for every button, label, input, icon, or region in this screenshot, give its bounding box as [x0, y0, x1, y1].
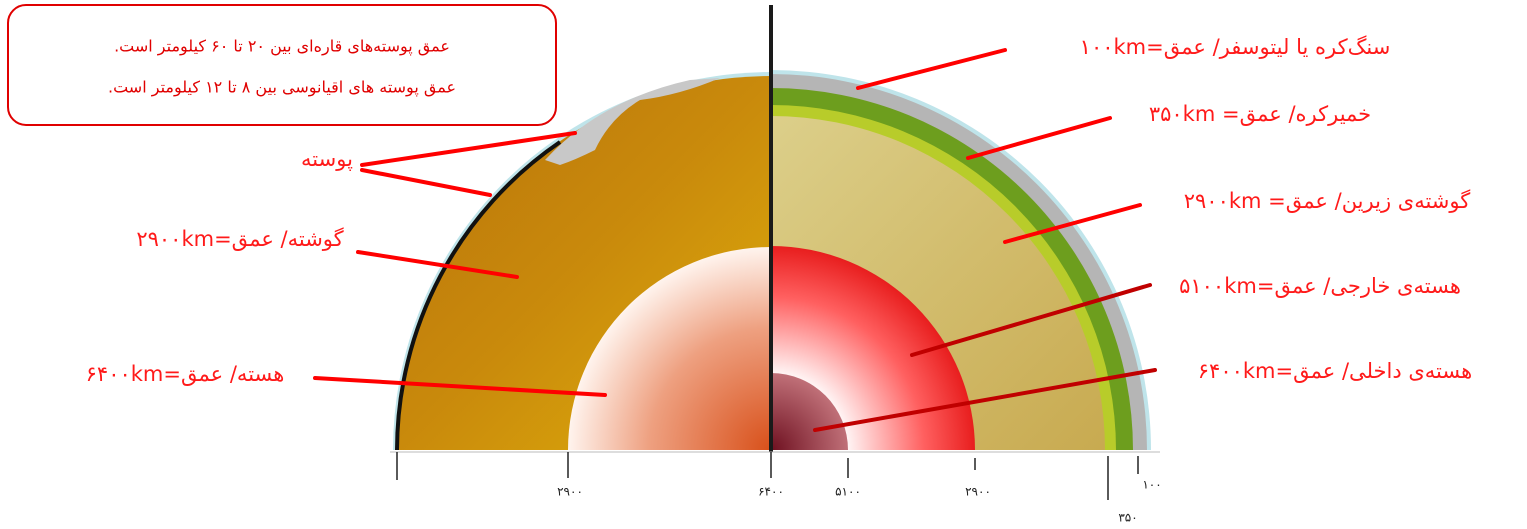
- pointer: [813, 368, 1157, 432]
- pointer: [356, 250, 519, 279]
- pointer: [360, 168, 492, 197]
- pointer: [910, 283, 1152, 357]
- pointer: [856, 48, 1007, 90]
- pointer: [1003, 203, 1142, 244]
- pointer: [966, 116, 1112, 160]
- scale-label: ۳۵۰: [1118, 511, 1137, 525]
- scale-label: ۲۹۰۰: [965, 485, 991, 499]
- callout-line: عمق پوسته های اقیانوسی بین ۸ تا ۱۲ کیلوم…: [108, 78, 456, 98]
- scale-label: ۲۹۰۰: [557, 485, 583, 499]
- lower-mantle-label: گوشته‌ی زیرین/ عمق= ۲۹۰۰km: [1184, 189, 1471, 213]
- crust-label: پوسته: [301, 147, 353, 171]
- pointer: [313, 376, 607, 397]
- crust-left: [545, 78, 720, 165]
- core-label: هسته/ عمق=۶۴۰۰km: [86, 362, 285, 386]
- pointer: [360, 131, 577, 167]
- core-left: [568, 247, 771, 450]
- callout-line: عمق پوسته‌های قاره‌ای بین ۲۰ تا ۶۰ کیلوم…: [114, 37, 450, 57]
- scale-label: ۵۱۰۰: [835, 485, 861, 499]
- asthenosphere-label: خمیرکره/ عمق= ۳۵۰km: [1149, 102, 1371, 126]
- scale-label: ۶۴۰۰: [758, 485, 784, 499]
- inner-core-label: هسته‌ی داخلی/ عمق=۶۴۰۰km: [1198, 359, 1472, 383]
- outer-core-label: هسته‌ی خارجی/ عمق=۵۱۰۰km: [1179, 274, 1461, 298]
- inner-core: [771, 373, 848, 450]
- crust-outline: [395, 140, 562, 451]
- mantle-label: گوشته/ عمق=۲۹۰۰km: [136, 227, 343, 251]
- callout-box: [7, 4, 557, 126]
- scale-label: ۱۰۰: [1142, 478, 1161, 492]
- lithosphere-label: سنگ‌کره یا لیتوسفر/ عمق=۱۰۰km: [1080, 35, 1391, 59]
